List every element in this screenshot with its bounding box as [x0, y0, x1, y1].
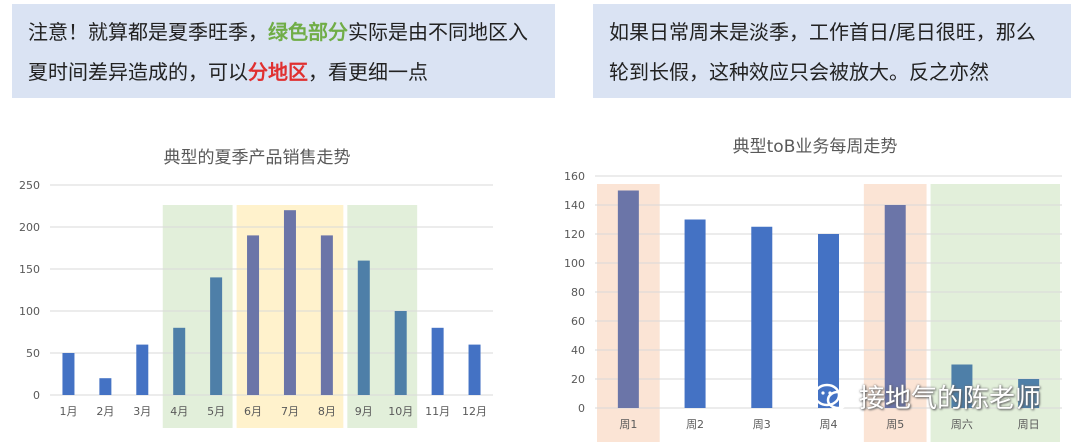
chart-2-x-tick-label: 周4 [820, 418, 838, 431]
chart-1-bar [394, 311, 407, 395]
chart-2-x-tick-label: 周2 [686, 418, 704, 431]
chart-1-bar [357, 260, 370, 395]
chart-1-bar [431, 327, 444, 395]
chart-2-x-tick-label: 周日 [1018, 418, 1040, 431]
chart-1-x-tick-label: 10月 [388, 405, 413, 418]
note-right-text: 如果日常周末是淡季，工作首日/尾日很旺，那么轮到长假，这种效应只会被放大。反之亦… [609, 20, 1036, 84]
chart-2-bar [617, 190, 639, 408]
chart-1-x-tick-label: 8月 [318, 405, 336, 418]
chart-1-x-tick-label: 12月 [462, 405, 487, 418]
chart-1-y-tick-label: 0 [33, 389, 40, 402]
chart-2-bar [751, 226, 773, 408]
chart-2-y-tick-label: 20 [571, 373, 585, 386]
chart-1-title: 典型的夏季产品销售走势 [164, 148, 351, 168]
chart-2-y-tick-label: 160 [564, 170, 585, 183]
chart-2-x-tick-label: 周5 [886, 418, 904, 431]
chart-1-x-tick-label: 9月 [355, 405, 373, 418]
chart-1-x-tick-label: 11月 [425, 405, 450, 418]
note-left-text-3: ，看更细一点 [308, 60, 428, 84]
chart-1-y-tick-label: 150 [19, 263, 40, 276]
note-left-highlight-green: 绿色部分 [268, 20, 348, 44]
chart-2-bar [818, 234, 839, 408]
chart-1-bar [99, 378, 112, 395]
chart-2-title: 典型toB业务每周走势 [733, 137, 898, 157]
chart-2-y-tick-label: 80 [571, 286, 585, 299]
chart-1-x-tick-label: 3月 [133, 405, 151, 418]
wechat-icon [813, 383, 850, 409]
chart-2-bar [884, 205, 906, 408]
note-left-text-1: 注意！就算都是夏季旺季， [28, 20, 268, 44]
note-left: 注意！就算都是夏季旺季，绿色部分实际是由不同地区入夏时间差异造成的，可以分地区，… [12, 4, 555, 98]
note-left-highlight-red: 分地区 [248, 60, 308, 84]
chart-2-bar [1018, 379, 1040, 408]
chart-1-y-tick-label: 100 [19, 305, 40, 318]
chart-1-x-tick-label: 6月 [244, 405, 262, 418]
chart-1-x-tick-label: 1月 [59, 405, 77, 418]
note-left-text-2: 实际是由不同地区入夏时间差异造成的，可以 [28, 20, 528, 84]
chart-2-x-tick-label: 周六 [951, 418, 973, 431]
chart-1-bar [320, 235, 333, 395]
chart-2-y-tick-label: 40 [571, 344, 585, 357]
chart-1-y-tick-label: 200 [19, 221, 40, 234]
chart-2-bar [684, 219, 706, 408]
chart-2-y-tick-label: 120 [564, 228, 585, 241]
chart-1-x-tick-label: 4月 [170, 405, 188, 418]
chart-1-y-tick-label: 50 [26, 347, 40, 360]
chart-2-bar [951, 364, 973, 408]
chart-1-x-tick-label: 2月 [96, 405, 114, 418]
chart-2-y-tick-label: 140 [564, 199, 585, 212]
chart-1-x-tick-label: 5月 [207, 405, 225, 418]
chart-2-x-tick-label: 周3 [753, 418, 771, 431]
watermark-text: 接地气的陈老师 [859, 384, 1042, 414]
chart-1-bar [173, 327, 186, 395]
chart-1-bar [468, 344, 481, 395]
watermark: 接地气的陈老师 [813, 378, 1041, 415]
note-right: 如果日常周末是淡季，工作首日/尾日很旺，那么轮到长假，这种效应只会被放大。反之亦… [593, 4, 1071, 98]
chart-1-x-tick-label: 7月 [281, 405, 299, 418]
chart-1-bar [283, 210, 296, 395]
chart-2-y-tick-label: 100 [564, 257, 585, 270]
chart-1-bar [62, 353, 75, 395]
chart-2-y-tick-label: 60 [571, 315, 585, 328]
chart-1-y-tick-label: 250 [19, 179, 40, 192]
chart-2-y-tick-label: 0 [578, 402, 585, 415]
chart-1-bar [136, 344, 149, 395]
chart-1-bar [210, 277, 223, 395]
chart-2-x-tick-label: 周1 [619, 418, 637, 431]
chart-1-bar [247, 235, 260, 395]
